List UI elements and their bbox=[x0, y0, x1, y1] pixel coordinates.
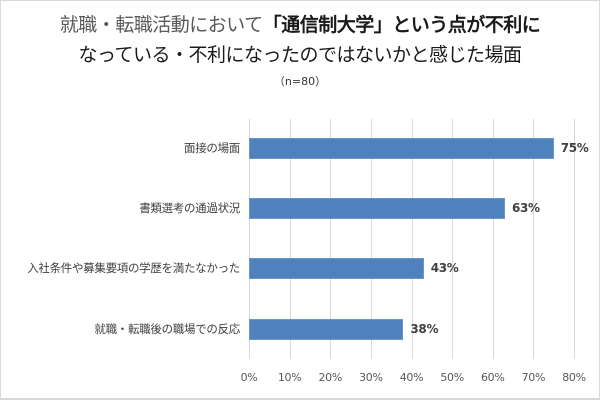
title-tail: という点が不利に bbox=[392, 14, 541, 36]
category-label: 就職・転職後の職場での反応 bbox=[94, 322, 240, 336]
bar-value-label: 43% bbox=[430, 261, 459, 275]
bar-value-label: 75% bbox=[560, 141, 589, 155]
bar bbox=[249, 319, 404, 340]
x-tick-label: 0% bbox=[240, 371, 258, 384]
bar bbox=[249, 198, 505, 219]
title-emphasis: 「通信制大学」 bbox=[262, 14, 393, 36]
gridline bbox=[330, 119, 332, 359]
bar bbox=[249, 138, 554, 159]
x-tick-label: 60% bbox=[480, 371, 505, 384]
gridline bbox=[370, 119, 372, 359]
plot-area: 75% 63% 43% 38% bbox=[249, 119, 589, 359]
x-tick-label: 80% bbox=[562, 371, 586, 384]
gridline bbox=[411, 119, 413, 359]
x-tick-label: 50% bbox=[440, 371, 464, 384]
gridline bbox=[249, 119, 250, 359]
gridline bbox=[452, 119, 454, 359]
x-tick-label: 30% bbox=[359, 371, 383, 384]
gridline bbox=[289, 119, 291, 359]
category-label: 面接の場面 bbox=[184, 141, 240, 155]
x-tick-label: 70% bbox=[521, 371, 546, 384]
chart-subtitle: （n=80） bbox=[273, 75, 327, 88]
bar-value-label: 63% bbox=[511, 201, 540, 215]
chart-title-line-1: 就職・転職活動において「通信制大学」という点が不利に bbox=[0, 10, 600, 37]
x-tick-label: 40% bbox=[399, 371, 424, 384]
chart-title-line-2: なっている・不利になったのではないかと感じた場面 bbox=[78, 44, 522, 66]
bar-value-label: 38% bbox=[410, 322, 439, 336]
category-label: 書類選考の通過状況 bbox=[139, 201, 240, 215]
x-tick-label: 20% bbox=[318, 371, 343, 384]
gridline bbox=[574, 119, 575, 359]
gridline bbox=[492, 119, 494, 359]
bar bbox=[249, 258, 424, 279]
gridline bbox=[533, 119, 535, 359]
category-label: 入社条件や募集要項の学歴を満たなかった bbox=[27, 261, 240, 275]
title-plain: 就職・転職活動において bbox=[59, 14, 263, 36]
x-tick-label: 10% bbox=[277, 371, 302, 384]
